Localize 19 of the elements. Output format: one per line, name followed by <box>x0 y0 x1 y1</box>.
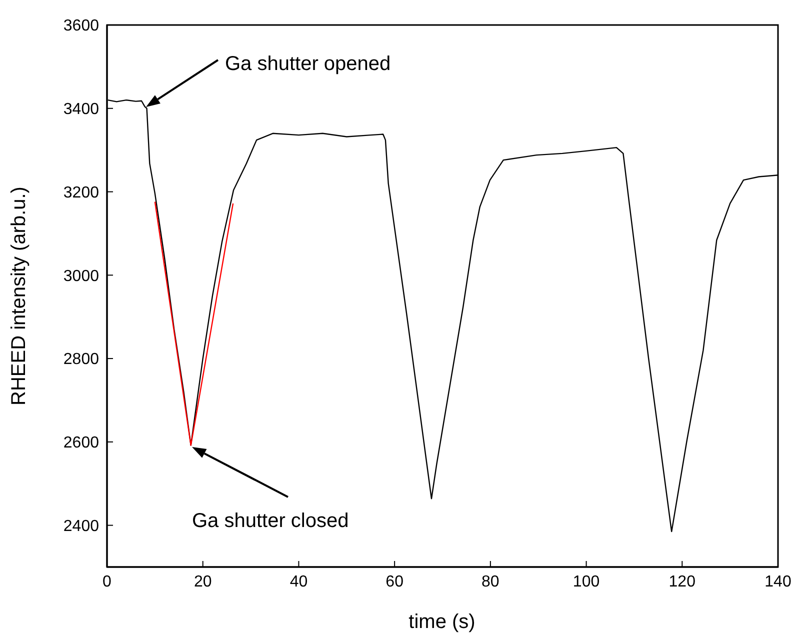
annotation: Ga shutter opened <box>225 53 391 75</box>
x-tick-label: 80 <box>482 573 500 590</box>
x-tick-label: 20 <box>194 573 212 590</box>
x-tick-label: 120 <box>668 573 696 590</box>
y-tick-label: 3400 <box>63 101 100 118</box>
x-tick-label: 100 <box>572 573 600 590</box>
y-tick-label: 3600 <box>63 18 100 35</box>
x-tick-label: 140 <box>764 573 792 590</box>
y-tick-label: 3200 <box>63 184 100 202</box>
x-tick-label: 40 <box>290 573 308 590</box>
annotation: Ga shutter closed <box>192 510 349 532</box>
x-tick-label: 0 <box>102 573 112 590</box>
x-axis-title: time (s) <box>408 611 476 633</box>
x-tick-label: 60 <box>386 573 404 590</box>
y-tick-label: 2800 <box>63 351 100 368</box>
y-tick-label: 3000 <box>63 268 100 285</box>
y-tick-label: 2600 <box>63 434 100 452</box>
y-tick-label: 2400 <box>63 518 100 535</box>
y-axis-title: RHEED intensity (arb.u.) <box>8 186 30 406</box>
